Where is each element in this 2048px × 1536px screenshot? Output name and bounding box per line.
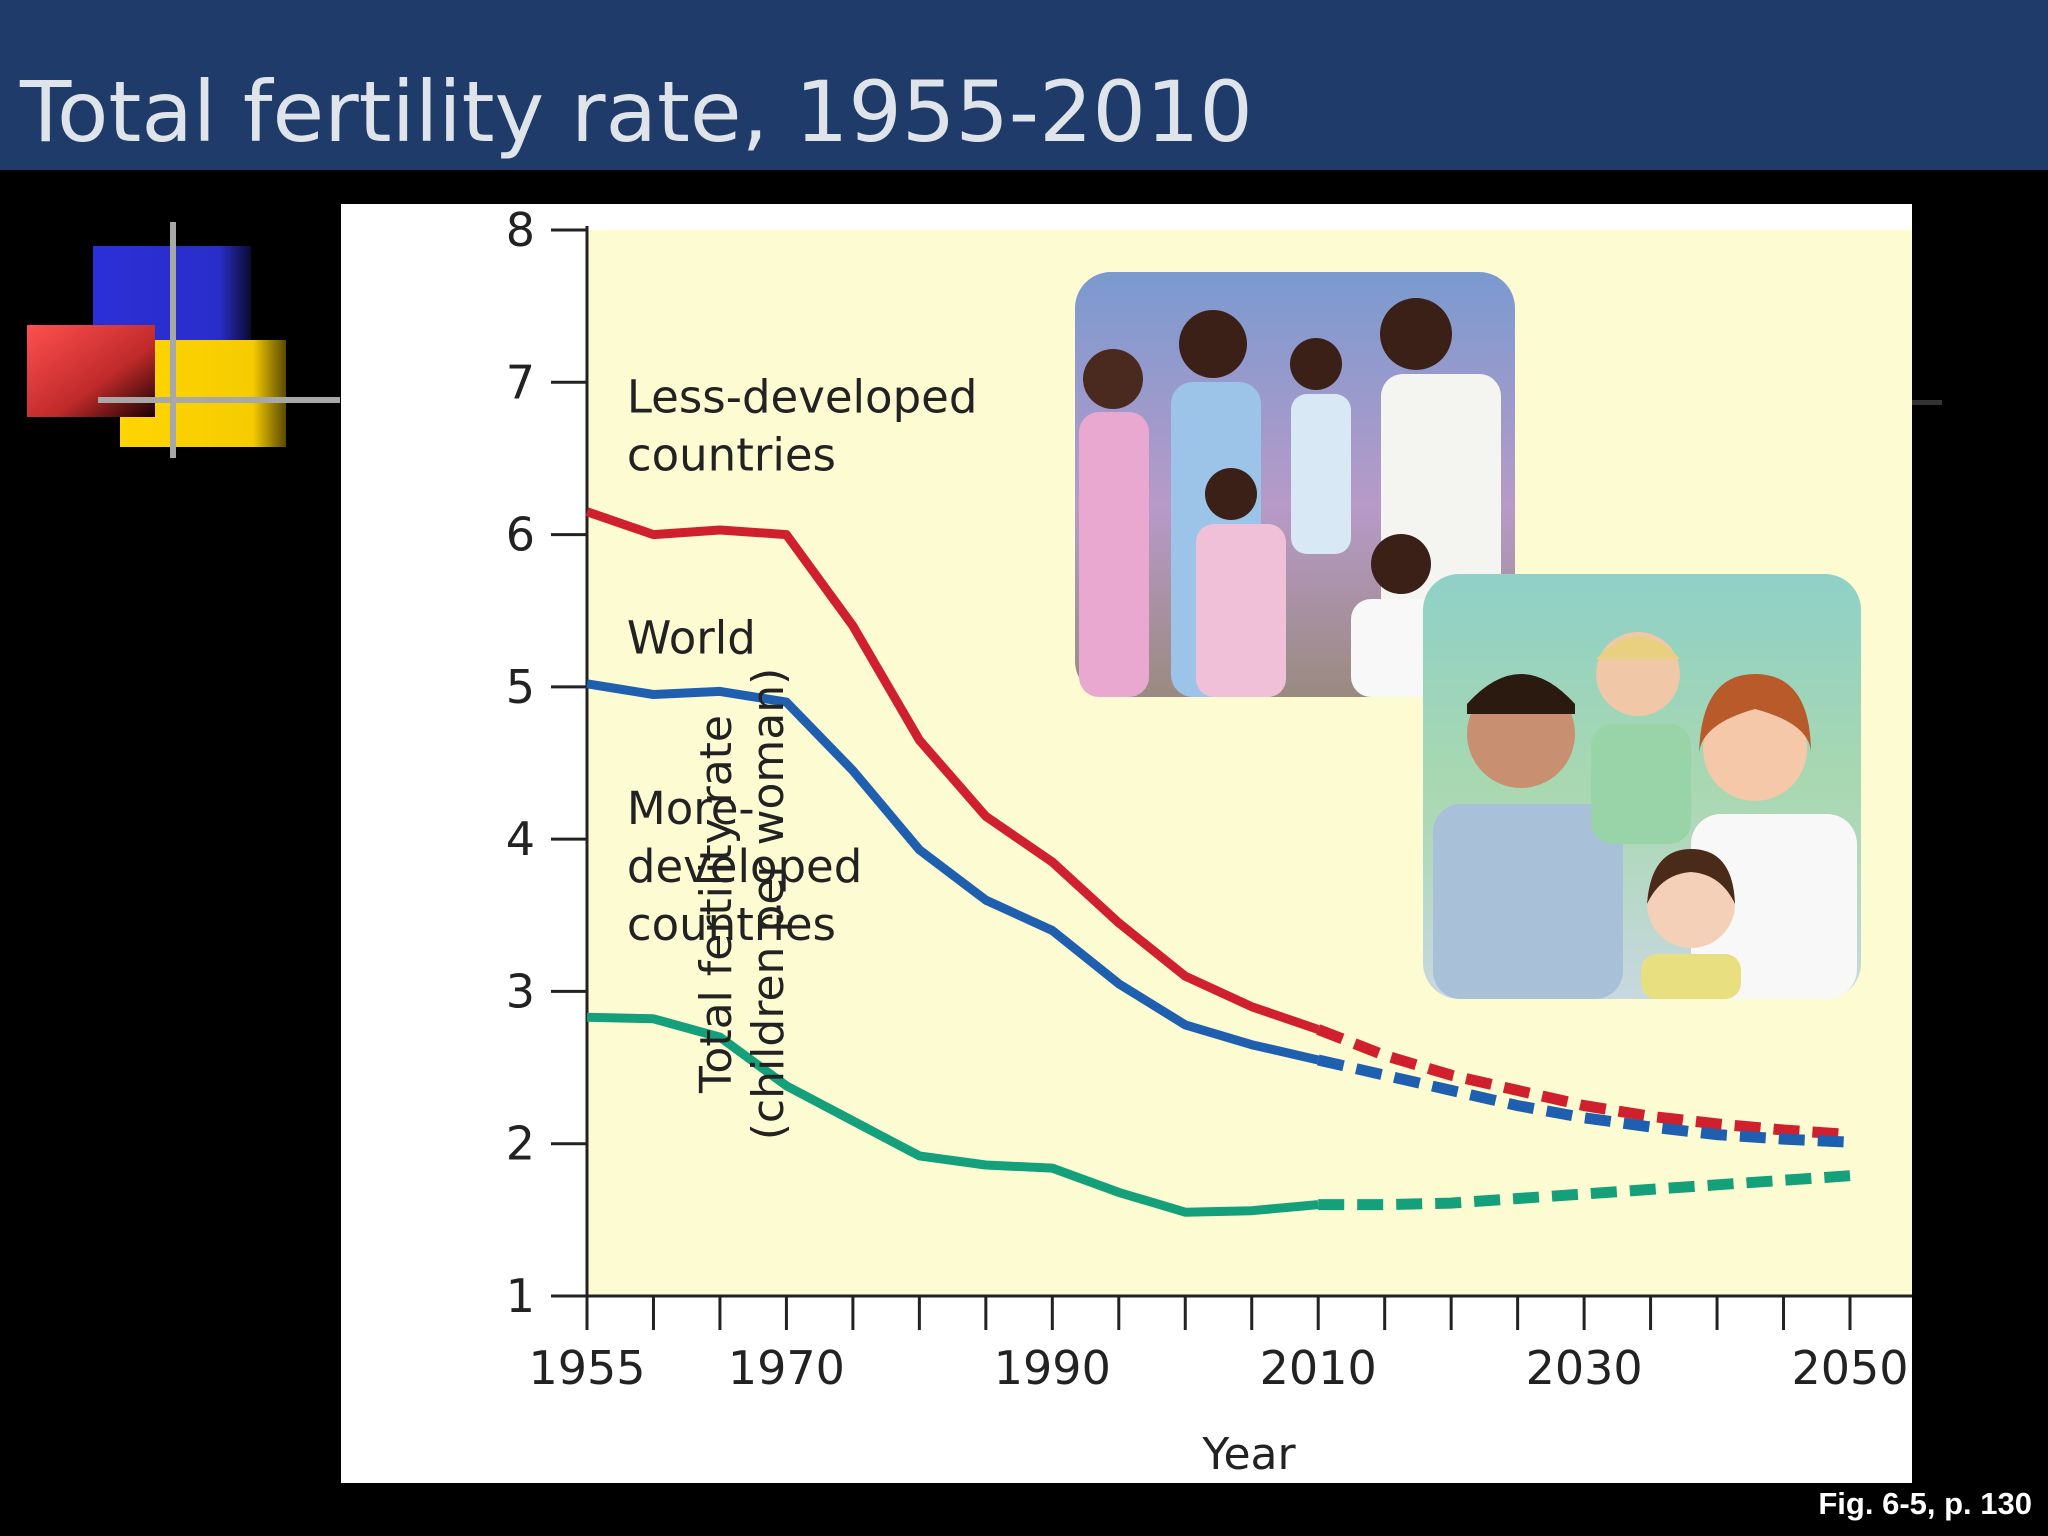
fertility-chart: 1 2 3 4 5 6 7 8 1955 1970 1990 2010 2030 2050 Less-de… xyxy=(506,204,1912,1480)
y-tick-label: 1 xyxy=(506,1269,535,1323)
deco-vertical-line xyxy=(170,222,176,458)
series-projection-0 xyxy=(1316,1024,1851,1141)
series-line-1 xyxy=(586,679,1320,1065)
decorative-squares-icon xyxy=(27,222,340,458)
y-tick-label: 3 xyxy=(506,964,535,1018)
series-label-1: World xyxy=(627,611,756,664)
title-bar xyxy=(0,0,2048,170)
series-label-0: countries xyxy=(627,429,836,482)
series-label-0: Less-developed xyxy=(627,371,978,424)
x-axis-label: Year xyxy=(1201,1429,1296,1480)
deco-horizontal-line xyxy=(98,397,340,403)
x-tick-label: 1990 xyxy=(994,1341,1111,1395)
y-tick-label: 2 xyxy=(506,1117,535,1171)
x-tick-label: 1955 xyxy=(528,1341,645,1395)
series-projection-2 xyxy=(1318,1170,1851,1211)
y-tick-label: 4 xyxy=(506,812,535,866)
y-tick-label: 5 xyxy=(506,660,535,714)
y-axis-label-line2: (children per woman) xyxy=(743,668,794,1141)
chart-panel: 1 2 3 4 5 6 7 8 1955 1970 1990 2010 2030 2050 Less-de… xyxy=(341,204,1912,1483)
x-tick-label: 2030 xyxy=(1526,1341,1643,1395)
small-family-photo xyxy=(1423,574,1861,999)
series-line-0 xyxy=(585,507,1320,1034)
y-axis-label-line1: Total fertility rate xyxy=(691,715,742,1094)
x-tick-label: 2010 xyxy=(1260,1341,1377,1395)
slide-title: Total fertility rate, 1955-2010 xyxy=(20,63,1253,161)
x-tick-label: 2050 xyxy=(1791,1341,1908,1395)
deco-red-square xyxy=(27,325,155,417)
y-tick-label: 8 xyxy=(506,204,535,257)
series-line-2 xyxy=(586,1012,1319,1217)
x-tick-label: 1970 xyxy=(728,1341,845,1395)
series-label-2: More- xyxy=(627,782,755,835)
series-label-2: developed xyxy=(627,840,862,893)
y-tick-label: 7 xyxy=(506,355,535,409)
series-label-2: countries xyxy=(627,898,836,951)
y-tick-label: 6 xyxy=(506,508,535,562)
family-photo-icon xyxy=(1433,632,1857,999)
series-projection-1 xyxy=(1316,1054,1851,1148)
figure-citation: Fig. 6-5, p. 130 xyxy=(1818,1486,2032,1521)
